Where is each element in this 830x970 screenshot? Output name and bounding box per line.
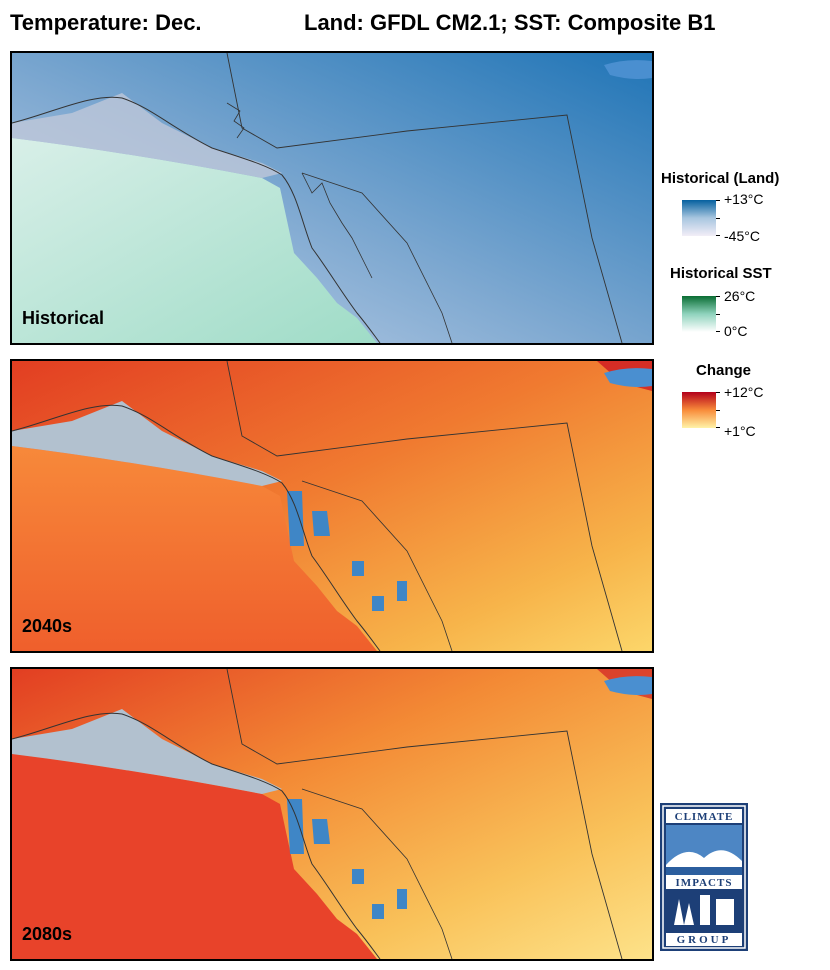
change-ocean-area xyxy=(12,446,377,651)
no-data-shelf xyxy=(12,401,282,486)
legend-tick xyxy=(716,296,720,297)
ocean-area xyxy=(12,138,377,343)
panel-label-historical: Historical xyxy=(22,308,105,328)
chart-title-model: Land: GFDL CM2.1; SST: Composite B1 xyxy=(304,10,716,35)
logo-text-top: CLIMATE xyxy=(675,811,734,823)
legend-title-historical-land: Historical (Land) xyxy=(661,170,780,187)
panel-label-2080s: 2080s xyxy=(22,924,73,944)
legend-tick xyxy=(716,314,720,315)
boundary-lines xyxy=(226,361,623,651)
map-2080s xyxy=(12,669,652,959)
coastline xyxy=(12,404,381,651)
legend-max-historical-land: +13°C xyxy=(724,191,764,207)
boundary-lines xyxy=(226,53,623,343)
legend-colorbar-historical-land xyxy=(682,200,716,236)
legend-title-change: Change xyxy=(696,362,752,379)
bay-water xyxy=(604,60,652,79)
legend-min-historical-sst: 0°C xyxy=(724,323,748,339)
legend-colorbar-change xyxy=(682,392,716,428)
legend-max-change: +12°C xyxy=(724,384,764,400)
chart-title-variable: Temperature: Dec. xyxy=(10,10,202,35)
coastline xyxy=(12,712,381,959)
legend-title-historical-sst: Historical SST xyxy=(670,265,772,282)
legend-tick xyxy=(716,331,720,332)
boundary-lines xyxy=(226,669,623,959)
map-panel-historical: Historical xyxy=(10,51,654,345)
no-data-cells xyxy=(287,491,407,611)
map-2040s xyxy=(12,361,652,651)
boundary-line-bc xyxy=(301,172,453,343)
bay-water xyxy=(604,676,652,695)
logo-graphic: CLIMATE IMPACTS GROUP xyxy=(662,805,746,949)
legend-colorbar-historical-sst xyxy=(682,296,716,332)
legend-tick xyxy=(716,218,720,219)
change-ocean-area xyxy=(12,754,377,959)
boundary-line-bc xyxy=(301,480,453,651)
no-data-cells xyxy=(287,799,407,919)
coastal-shelf xyxy=(12,93,282,178)
bay-water xyxy=(604,368,652,387)
logo-text-bottom: GROUP xyxy=(677,934,732,946)
climate-impacts-group-logo: CLIMATE IMPACTS GROUP xyxy=(660,803,748,951)
legend-tick xyxy=(716,427,720,428)
legend-tick xyxy=(716,410,720,411)
legend-min-change: +1°C xyxy=(724,423,756,439)
island-outlines xyxy=(226,102,373,279)
map-historical xyxy=(12,53,652,343)
legend-max-historical-sst: 26°C xyxy=(724,288,756,304)
coastline xyxy=(12,96,381,343)
legend-tick xyxy=(716,392,720,393)
legend-tick xyxy=(716,200,720,201)
panel-label-2040s: 2040s xyxy=(22,616,73,636)
legend-tick xyxy=(716,235,720,236)
map-panel-2080s: 2080s xyxy=(10,667,654,961)
map-panel-2040s: 2040s xyxy=(10,359,654,653)
logo-text-middle: IMPACTS xyxy=(676,877,733,889)
boundary-line-bc xyxy=(301,788,453,959)
no-data-shelf xyxy=(12,709,282,794)
legend-min-historical-land: -45°C xyxy=(724,228,760,244)
